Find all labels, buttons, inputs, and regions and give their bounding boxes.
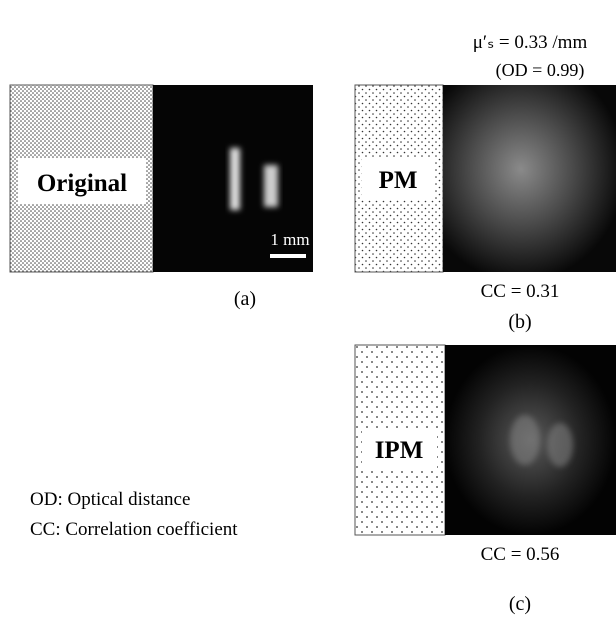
legend-item: OD: Optical distance bbox=[30, 489, 190, 510]
cc-label: CC = 0.31 bbox=[481, 281, 560, 302]
scattering-label: μ′ₛ = 0.33 /mm bbox=[473, 32, 588, 53]
caption: (a) bbox=[234, 288, 256, 310]
caption: (c) bbox=[509, 593, 531, 615]
image bbox=[443, 85, 616, 272]
panel-label: Original bbox=[37, 170, 127, 197]
caption: (b) bbox=[508, 311, 531, 333]
panel-label: IPM bbox=[375, 437, 424, 464]
scale-text: 1 mm bbox=[270, 230, 309, 249]
legend-item: CC: Correlation coefficient bbox=[30, 519, 238, 540]
cc-label: CC = 0.56 bbox=[481, 544, 560, 565]
figure: μ′ₛ = 0.33 /mm (OD = 0.99) Original 1 mm… bbox=[0, 0, 616, 633]
panel-label: PM bbox=[379, 167, 418, 194]
od-label: (OD = 0.99) bbox=[496, 60, 585, 81]
scale-bar bbox=[270, 254, 306, 258]
